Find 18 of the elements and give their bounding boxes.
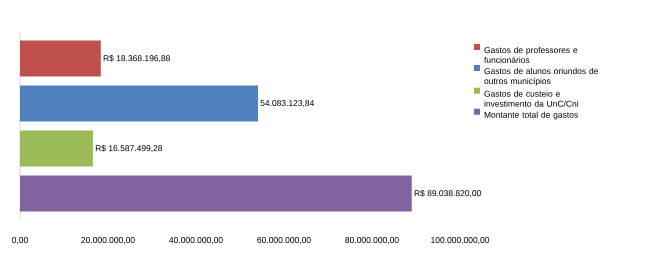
legend-label: Gastos de professores e funcionários	[484, 46, 578, 64]
x-tick-label: 0,00	[12, 237, 28, 244]
data-label: 54.083.123,84	[260, 100, 314, 107]
x-tick-label: 20.000.000,00	[81, 237, 135, 244]
bar	[20, 130, 93, 166]
x-tick-label: 60.000.000,00	[257, 237, 311, 244]
bar	[20, 176, 412, 212]
data-label: R$ 89.038.820,00	[414, 190, 481, 198]
data-label: R$ 18.368.196,88	[104, 54, 170, 62]
x-tick-label: 40.000.000,00	[169, 237, 223, 244]
data-label: R$ 16.587.499,28	[96, 144, 162, 152]
legend-label: Gastos de custeio e investimento da UnC/Cni	[484, 90, 578, 107]
bar	[20, 40, 101, 76]
bar	[20, 86, 258, 122]
legend-label: Gastos de alunos oriundos de outros municípios	[484, 68, 598, 86]
x-tick-label: 80.000.000,00	[345, 237, 399, 244]
x-tick-label: 100.000.000,00	[431, 237, 490, 244]
legend-label: Montante total de gastos	[484, 112, 578, 120]
